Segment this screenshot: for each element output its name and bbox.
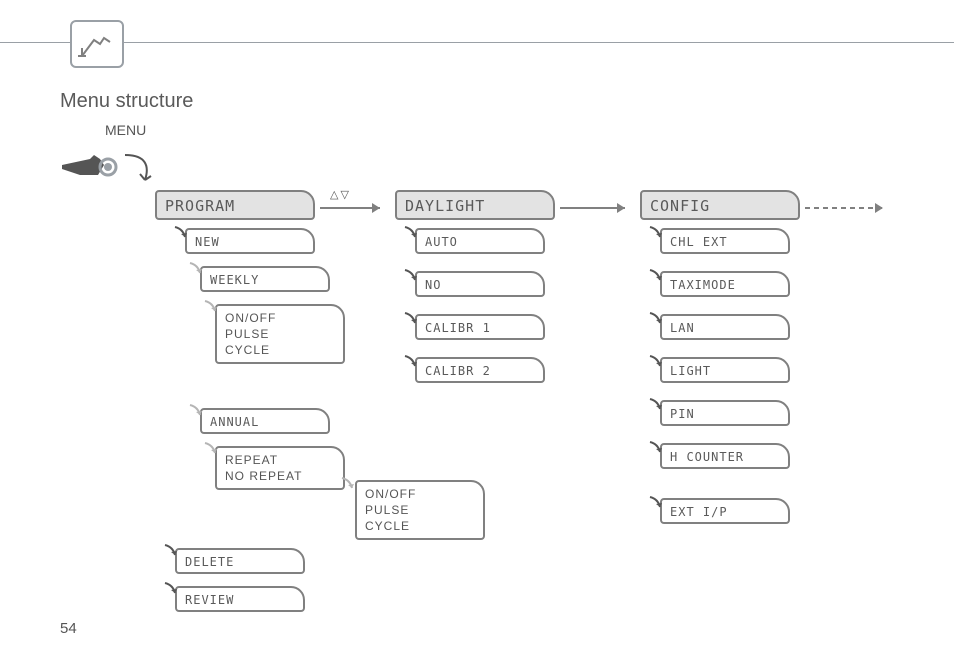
pointer-icon	[648, 440, 662, 454]
pointer-icon	[340, 476, 354, 490]
item-label: ON/OFF	[225, 310, 276, 326]
item-label: LIGHT	[670, 364, 711, 378]
sub-lan[interactable]: LAN	[660, 314, 790, 340]
sub-auto[interactable]: AUTO	[415, 228, 545, 254]
pointer-icon	[188, 403, 202, 417]
pointer-icon	[648, 354, 662, 368]
pointer-icon	[648, 495, 662, 509]
item-label: ANNUAL	[210, 415, 259, 429]
item-label: PIN	[670, 407, 695, 421]
pointer-icon	[648, 397, 662, 411]
item-label: CYCLE	[365, 518, 416, 534]
pointer-icon	[203, 299, 217, 313]
sub-no[interactable]: NO	[415, 271, 545, 297]
item-label: NO	[425, 278, 441, 292]
item-label: CALIBR 1	[425, 321, 491, 335]
item-label: CHL EXT	[670, 235, 728, 249]
sub-annual-options[interactable]: REPEAT NO REPEAT	[215, 446, 345, 490]
tab-label: CONFIG	[650, 197, 710, 215]
item-label: EXT I/P	[670, 505, 728, 519]
item-label: PULSE	[365, 502, 416, 518]
sub-review[interactable]: REVIEW	[175, 586, 305, 612]
sub-new[interactable]: NEW	[185, 228, 315, 254]
page-top-rule	[0, 42, 954, 43]
item-label: PULSE	[225, 326, 276, 342]
sub-taximode[interactable]: TAXIMODE	[660, 271, 790, 297]
sub-light[interactable]: LIGHT	[660, 357, 790, 383]
item-label: NO REPEAT	[225, 468, 302, 484]
sub-annual-sub[interactable]: ON/OFF PULSE CYCLE	[355, 480, 485, 540]
sub-ext-ip[interactable]: EXT I/P	[660, 498, 790, 524]
pointer-icon	[188, 261, 202, 275]
arrow-right-icon	[320, 200, 390, 216]
item-label: H COUNTER	[670, 450, 744, 464]
sub-annual[interactable]: ANNUAL	[200, 408, 330, 434]
tab-config[interactable]: CONFIG	[640, 190, 800, 220]
curved-arrow-icon	[120, 150, 160, 190]
page-title: Menu structure	[60, 90, 193, 113]
pointer-icon	[403, 311, 417, 325]
sub-calibr1[interactable]: CALIBR 1	[415, 314, 545, 340]
pointer-icon	[203, 441, 217, 455]
item-label: LAN	[670, 321, 695, 335]
arrow-right-icon	[560, 200, 635, 216]
item-label: DELETE	[185, 555, 234, 569]
sub-hcounter[interactable]: H COUNTER	[660, 443, 790, 469]
arrow-right-dashed-icon	[805, 200, 895, 216]
pointer-icon	[648, 225, 662, 239]
pointer-icon	[163, 543, 177, 557]
sub-weekly[interactable]: WEEKLY	[200, 266, 330, 292]
tab-daylight[interactable]: DAYLIGHT	[395, 190, 555, 220]
sub-chl-ext[interactable]: CHL EXT	[660, 228, 790, 254]
item-label: CYCLE	[225, 342, 276, 358]
item-label: TAXIMODE	[670, 278, 736, 292]
pointer-icon	[648, 311, 662, 325]
sub-delete[interactable]: DELETE	[175, 548, 305, 574]
manual-section-icon	[70, 20, 124, 68]
sub-calibr2[interactable]: CALIBR 2	[415, 357, 545, 383]
pointer-icon	[403, 225, 417, 239]
pointer-icon	[403, 268, 417, 282]
press-hand-icon	[60, 145, 120, 185]
tab-label: DAYLIGHT	[405, 197, 485, 215]
item-label: REPEAT	[225, 452, 302, 468]
item-label: AUTO	[425, 235, 458, 249]
item-label: NEW	[195, 235, 220, 249]
tab-label: PROGRAM	[165, 197, 235, 215]
page-number: 54	[60, 620, 77, 637]
item-label: ON/OFF	[365, 486, 416, 502]
pointer-icon	[173, 225, 187, 239]
tab-program[interactable]: PROGRAM	[155, 190, 315, 220]
pointer-icon	[163, 581, 177, 595]
item-label: CALIBR 2	[425, 364, 491, 378]
pointer-icon	[648, 268, 662, 282]
menu-label: MENU	[105, 122, 146, 138]
sub-weekly-options[interactable]: ON/OFF PULSE CYCLE	[215, 304, 345, 364]
item-label: WEEKLY	[210, 273, 259, 287]
item-label: REVIEW	[185, 593, 234, 607]
pointer-icon	[403, 354, 417, 368]
sub-pin[interactable]: PIN	[660, 400, 790, 426]
